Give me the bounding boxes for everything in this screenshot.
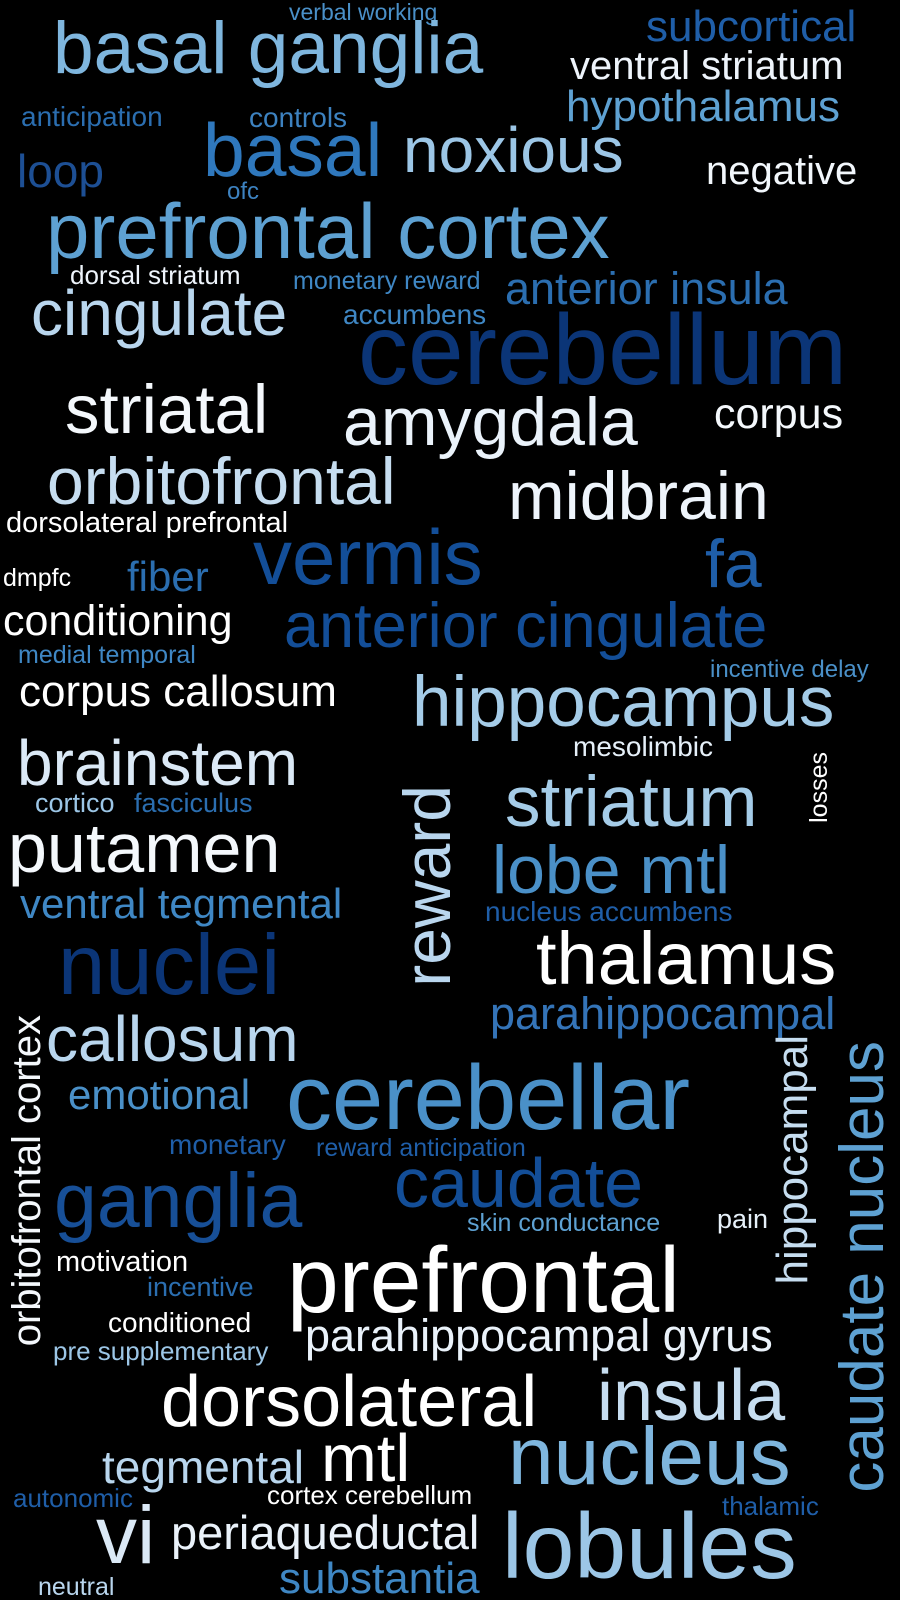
word-motivation: motivation xyxy=(56,1246,189,1278)
word-reward-anticipation: reward anticipation xyxy=(316,1134,526,1162)
word-cortico: cortico xyxy=(35,788,115,818)
word-reward: reward xyxy=(390,785,464,987)
word-cerebellar: cerebellar xyxy=(286,1047,690,1149)
word-accumbens: accumbens xyxy=(343,299,487,330)
word-midbrain: midbrain xyxy=(508,458,769,534)
word-mtl: mtl xyxy=(321,1421,411,1496)
word-nuclei: nuclei xyxy=(58,918,281,1013)
word-losses: losses xyxy=(805,752,833,823)
word-incentive-delay: incentive delay xyxy=(710,656,869,683)
word-nucleus: nucleus xyxy=(508,1411,791,1502)
word-noxious: noxious xyxy=(403,114,624,186)
word-amygdala: amygdala xyxy=(343,384,638,460)
word-pain: pain xyxy=(717,1204,769,1234)
word-ventral-striatum: ventral striatum xyxy=(570,44,844,88)
word-parahippocampal-gyrus: parahippocampal gyrus xyxy=(305,1310,773,1361)
word-neutral: neutral xyxy=(38,1573,115,1600)
word-orbitofrontal-cortex: orbitofrontal cortex xyxy=(5,1015,49,1347)
word-insula: insula xyxy=(597,1356,786,1436)
word-skin-conductance: skin conductance xyxy=(467,1209,661,1237)
word-conditioned: conditioned xyxy=(108,1307,252,1338)
word-corpus-callosum: corpus callosum xyxy=(19,667,337,716)
word-incentive: incentive xyxy=(147,1272,254,1302)
word-basal: basal xyxy=(203,108,383,192)
word-periaqueductal: periaqueductal xyxy=(171,1506,480,1559)
word-mesolimbic: mesolimbic xyxy=(573,731,714,762)
word-lobe-mtl: lobe mtl xyxy=(492,832,731,908)
word-callosum: callosum xyxy=(46,1003,299,1075)
word-subcortical: subcortical xyxy=(646,2,857,51)
word-vermis: vermis xyxy=(253,513,483,601)
word-caudate-nucleus: caudate nucleus xyxy=(828,1041,897,1493)
word-dorsal-striatum: dorsal striatum xyxy=(70,260,241,290)
word-fiber: fiber xyxy=(127,553,209,600)
word-hippocampus: hippocampus xyxy=(412,663,835,742)
word-lobules: lobules xyxy=(502,1494,797,1598)
word-parahippocampal: parahippocampal xyxy=(490,988,836,1039)
word-prefrontal-cortex: prefrontal cortex xyxy=(46,187,610,275)
word-striatum: striatum xyxy=(505,763,758,842)
word-substantia: substantia xyxy=(279,1554,480,1600)
word-ofc: ofc xyxy=(227,178,260,205)
word-orbitofrontal: orbitofrontal xyxy=(47,444,396,518)
word-putamen: putamen xyxy=(8,809,281,887)
word-thalamus: thalamus xyxy=(536,917,837,1000)
word-prefrontal: prefrontal xyxy=(287,1228,680,1332)
word-vi: vi xyxy=(96,1490,156,1581)
word-autonomic: autonomic xyxy=(13,1483,133,1513)
word-anterior-insula: anterior insula xyxy=(505,263,788,314)
word-negative: negative xyxy=(706,149,858,193)
word-verbal-working: verbal working xyxy=(289,0,438,25)
word-striatal: striatal xyxy=(65,371,269,448)
word-anticipation: anticipation xyxy=(21,101,163,132)
word-medial-temporal: medial temporal xyxy=(18,641,196,669)
word-anterior-cingulate: anterior cingulate xyxy=(284,591,768,661)
word-emotional: emotional xyxy=(68,1071,251,1118)
word-caudate: caudate xyxy=(394,1144,644,1222)
word-dorsolateral-prefrontal: dorsolateral prefrontal xyxy=(6,507,289,539)
word-controls: controls xyxy=(249,102,348,133)
word-dmpfc: dmpfc xyxy=(3,564,72,592)
word-monetary-reward: monetary reward xyxy=(293,267,481,295)
word-cerebellum: cerebellum xyxy=(358,294,848,406)
word-basal-ganglia: basal ganglia xyxy=(53,8,484,89)
word-cortex-cerebellum: cortex cerebellum xyxy=(267,1480,473,1510)
word-nucleus-accumbens: nucleus accumbens xyxy=(485,896,733,927)
word-pre-supplementary: pre supplementary xyxy=(53,1336,269,1366)
word-monetary: monetary xyxy=(169,1129,286,1160)
word-dorsolateral: dorsolateral xyxy=(161,1362,538,1442)
word-brainstem: brainstem xyxy=(17,727,298,799)
word-thalamic: thalamic xyxy=(722,1491,819,1521)
word-fasciculus: fasciculus xyxy=(134,788,253,818)
word-fa: fa xyxy=(705,526,762,602)
word-hippocampal: hippocampal xyxy=(768,1035,817,1285)
word-corpus: corpus xyxy=(714,390,844,438)
word-tegmental: tegmental xyxy=(102,1441,305,1493)
word-loop: loop xyxy=(17,145,104,197)
word-conditioning: conditioning xyxy=(3,597,233,645)
word-cingulate: cingulate xyxy=(31,277,288,349)
word-ganglia: ganglia xyxy=(54,1158,303,1244)
word-ventral-tegmental: ventral tegmental xyxy=(20,880,343,927)
word-hypothalamus: hypothalamus xyxy=(566,82,840,131)
